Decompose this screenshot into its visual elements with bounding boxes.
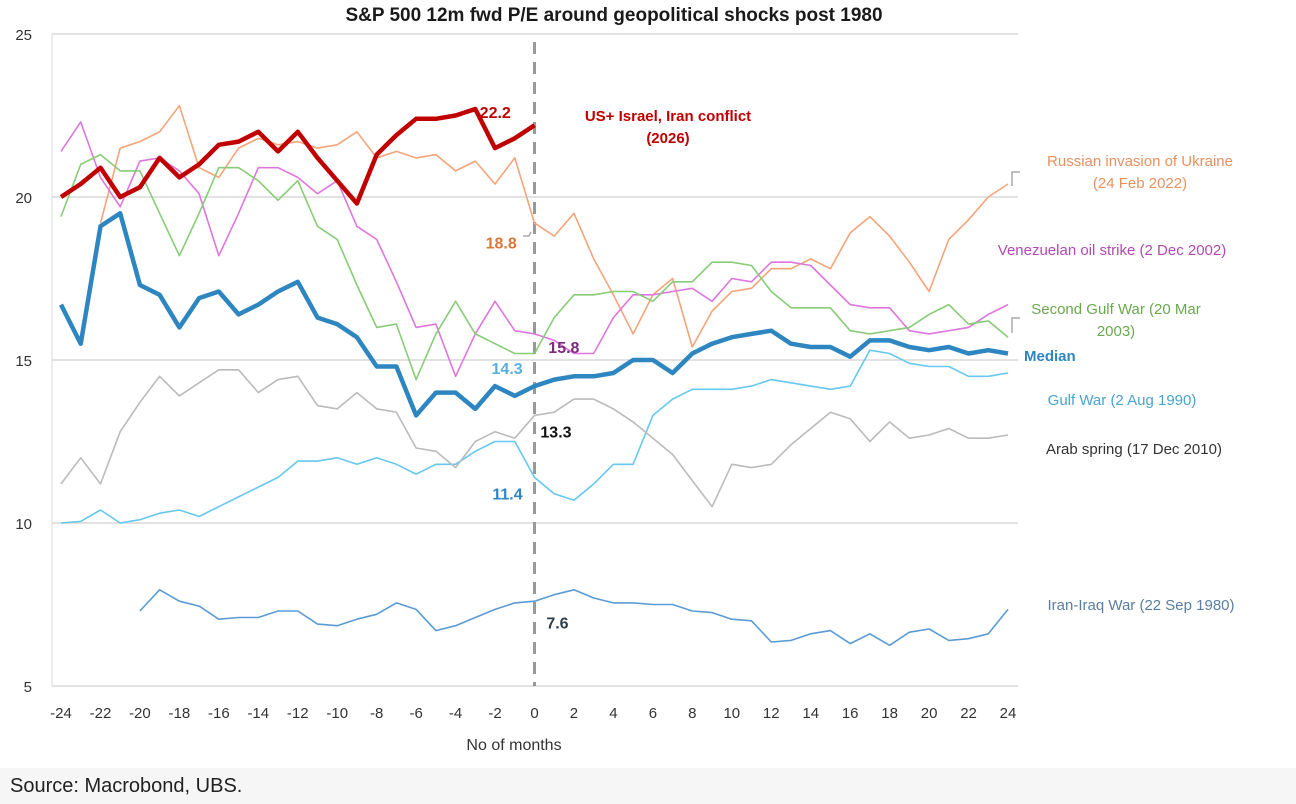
data-label: 11.4 <box>492 487 522 504</box>
series-line-us-israel-iran-conflict-2026 <box>59 106 536 206</box>
x-tick-label: 6 <box>649 705 657 722</box>
series-label: Second Gulf War (20 Mar <box>1031 301 1201 318</box>
x-tick-label: -22 <box>90 705 112 722</box>
footer-bar <box>0 768 1296 804</box>
series-label: Median <box>1024 348 1076 365</box>
series-label: 2003) <box>1097 323 1135 340</box>
series-label: (24 Feb 2022) <box>1093 175 1187 192</box>
series-line-arab-spring-17-dec-2010 <box>60 368 1009 508</box>
data-label: 18.8 <box>486 236 517 253</box>
y-tick-label: 5 <box>24 679 32 696</box>
x-axis-ticks: -24 -22 -20 -18 -16 -14 -12 -10 -8 -6 -4 -2 0 2 4 6 8 10 1… <box>50 705 1016 722</box>
x-tick-label: -20 <box>129 705 151 722</box>
series-label: Russian invasion of Ukraine <box>1047 153 1233 170</box>
series-line-median <box>58 211 1009 418</box>
label-leader <box>523 231 532 237</box>
x-tick-label: -14 <box>247 705 269 722</box>
x-tick-label: 22 <box>960 705 977 722</box>
x-tick-label: 2 <box>570 705 578 722</box>
x-axis-label: No of months <box>466 737 561 754</box>
data-label: 13.3 <box>540 425 571 442</box>
x-tick-label: -16 <box>208 705 230 722</box>
data-label: 14.3 <box>492 361 523 378</box>
x-tick-label: 0 <box>530 705 538 722</box>
x-tick-label: 14 <box>802 705 819 722</box>
series-label: Gulf War (2 Aug 1990) <box>1048 392 1197 409</box>
series-line-second-gulf-war-20-mar-2003 <box>60 153 1009 381</box>
data-label: 15.8 <box>548 340 579 357</box>
x-tick-label: -24 <box>50 705 72 722</box>
series-labels: Russian invasion of Ukraine (24 Feb 2022)… <box>523 108 1235 614</box>
x-tick-label: 8 <box>688 705 696 722</box>
chart-title: S&P 500 12m fwd P/E around geopolitical … <box>345 5 882 26</box>
data-label: 22.2 <box>480 105 511 122</box>
x-tick-label: -8 <box>370 705 383 722</box>
x-tick-label: -12 <box>287 705 309 722</box>
y-axis-ticks: 5 10 15 20 25 <box>15 27 32 696</box>
y-tick-label: 25 <box>15 27 32 44</box>
label-leader <box>1011 171 1020 186</box>
series-line-gulf-war-2-aug-1990 <box>60 349 1009 524</box>
y-tick-label: 10 <box>15 516 32 533</box>
x-tick-label: 20 <box>921 705 938 722</box>
series-label: Iran-Iraq War (22 Sep 1980) <box>1047 597 1234 614</box>
x-tick-label: -4 <box>449 705 462 722</box>
x-tick-label: 10 <box>723 705 740 722</box>
source-note: Source: Macrobond, UBS. <box>10 775 243 797</box>
label-leader <box>1011 317 1020 333</box>
x-tick-label: -6 <box>409 705 422 722</box>
x-tick-label: 24 <box>1000 705 1017 722</box>
x-tick-label: 16 <box>842 705 859 722</box>
data-label: 7.6 <box>546 615 568 632</box>
series-lines <box>58 104 1009 647</box>
series-label: (2026) <box>646 130 689 147</box>
x-tick-label: -2 <box>488 705 501 722</box>
y-tick-label: 15 <box>15 353 32 370</box>
series-line-venezuelan-oil-strike-2-dec-2002 <box>60 121 1009 378</box>
series-line-iran-iraq-war-22-sep-1980 <box>139 588 1009 647</box>
series-label: Venezuelan oil strike (2 Dec 2002) <box>998 242 1226 259</box>
series-line-russian-invasion-of-ukraine-24-feb-2022 <box>99 104 1009 348</box>
pe-chart: S&P 500 12m fwd P/E around geopolitical … <box>15 5 1235 754</box>
x-tick-label: -18 <box>169 705 191 722</box>
y-tick-label: 20 <box>15 190 32 207</box>
x-tick-label: 4 <box>609 705 617 722</box>
x-tick-label: -10 <box>326 705 348 722</box>
x-tick-label: 18 <box>881 705 898 722</box>
data-labels: 22.2 18.8 15.8 14.3 13.3 11.4 7.6 <box>480 105 580 632</box>
series-label: Arab spring (17 Dec 2010) <box>1046 441 1222 458</box>
series-label: US+ Israel, Iran conflict <box>585 108 751 125</box>
x-tick-label: 12 <box>763 705 780 722</box>
